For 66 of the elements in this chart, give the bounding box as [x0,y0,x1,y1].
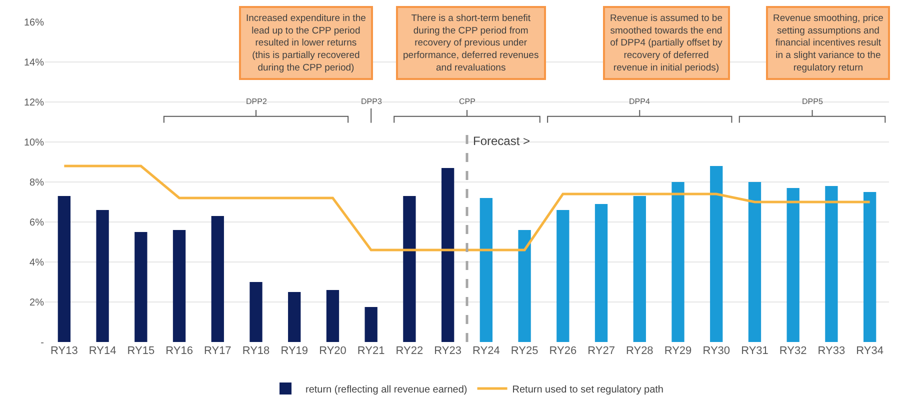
bar [211,216,224,342]
x-tick-label: RY23 [434,345,462,357]
bar [748,182,762,342]
annotation: Increased expenditure in the lead up to the CPP period resulted in lower returns (this is partially recovered during the CPP period) [246,13,366,74]
y-tick-label: 12% [24,98,44,108]
bar [96,210,109,342]
bar [594,204,608,342]
annotation: DPP2 [246,97,268,106]
x-tick-label: RY17 [204,345,232,357]
x-tick-label: RY14 [88,345,116,357]
ref-line-label: Forecast > [473,134,530,148]
bar [786,188,800,342]
x-tick-label: RY20 [319,345,346,357]
x-tick-label: RY31 [741,345,768,357]
y-tick-label: 14% [24,58,44,68]
bar [172,230,186,342]
x-tick-label: RY22 [396,345,424,357]
annotation: CPP [459,97,476,106]
x-tick-label: RY24 [472,345,500,357]
x-tick-label: RY34 [856,345,884,357]
bar [288,292,301,342]
legend-label: return (reflecting all revenue earned) [306,384,468,396]
bar [633,196,646,342]
bar [58,196,71,342]
x-tick-label: RY28 [626,345,654,357]
y-tick-label: 4% [30,258,44,268]
x-tick-label: RY16 [166,345,193,357]
bar [710,166,723,342]
x-tick-label: RY21 [357,345,385,357]
bar [403,196,416,342]
y-tick-label: 16% [24,18,44,28]
annotation: DPP4 [629,97,650,106]
bar [825,186,838,342]
annotation: There is a short-term benefit during the CPP period from recovery of previous under performance, deferred revenues and revaluations [403,13,539,74]
line-series [62,164,872,252]
bar [326,290,340,342]
annotation: Revenue is assumed to be smoothed towards the end of DPP4 (partially offset by recovery of deferred revenue in initial periods) [610,13,723,74]
y-tick-label: - [40,338,44,348]
x-tick-label: RY18 [242,345,270,357]
bar [863,192,876,342]
legend-label: Return used to set regulatory path [512,384,664,396]
y-tick-label: 6% [30,218,44,228]
bar [518,230,531,342]
y-tick-label: 10% [24,138,44,148]
x-tick-label: RY15 [127,345,155,357]
x-tick-label: RY30 [702,345,730,357]
x-tick-label: RY25 [510,345,538,357]
x-tick-label: RY26 [549,345,577,357]
bar [134,232,148,342]
annotation: DPP3 [361,97,382,106]
bar [441,168,454,342]
annotation: Revenue smoothing, price setting assumptions and financial incentives result in a slight variance to the regulatory return [773,13,884,74]
x-tick-label: RY13 [50,345,78,357]
bar [480,198,493,342]
x-tick-label: RY33 [818,345,846,357]
bar [556,210,570,342]
y-tick-label: 8% [30,178,44,188]
bar [672,182,684,342]
annotation: DPP5 [802,97,824,106]
bar [250,282,262,342]
bar [364,307,378,342]
x-tick-label: RY32 [779,345,807,357]
y-tick-label: 2% [30,298,44,308]
x-tick-label: RY29 [664,345,692,357]
x-tick-label: RY19 [280,345,308,357]
x-tick-label: RY27 [588,345,615,357]
